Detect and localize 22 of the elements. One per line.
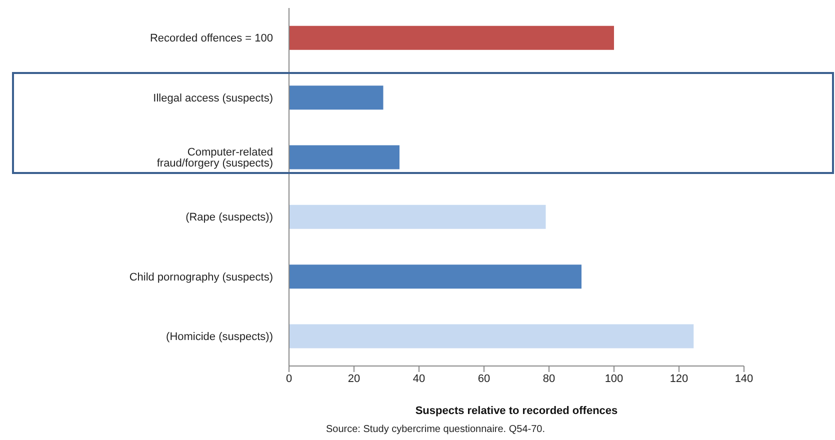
x-tick-label: 120 xyxy=(670,372,688,385)
x-axis-title: Suspects relative to recorded offences xyxy=(415,405,618,417)
x-tick-label: 20 xyxy=(348,372,360,385)
x-tick-label: 40 xyxy=(412,372,426,385)
bar xyxy=(289,86,384,110)
bar xyxy=(289,26,614,50)
x-tick-label: 60 xyxy=(478,372,490,385)
y-tick-label: Illegal access (suspects) xyxy=(153,92,273,104)
x-tick-label: 100 xyxy=(604,372,624,385)
bar xyxy=(289,324,694,348)
bar xyxy=(289,145,400,170)
x-tick-label: 140 xyxy=(734,372,754,385)
bar xyxy=(289,264,582,289)
y-tick-label: Recorded offences = 100 xyxy=(150,32,273,45)
x-tick-label: 0 xyxy=(286,372,292,385)
y-tick-label: Computer-related fraud/forgery (suspects) xyxy=(156,146,273,170)
y-tick-label: (Homicide (suspects)) xyxy=(166,331,273,344)
y-tick-label: Child pornography (suspects) xyxy=(129,271,273,284)
y-tick-label: (Rape (suspects)) xyxy=(186,212,273,224)
x-tick-label: 80 xyxy=(542,372,556,385)
source-note: Source: Study cybercrime questionnaire. Q54-70. xyxy=(325,424,546,435)
bar xyxy=(289,204,546,229)
